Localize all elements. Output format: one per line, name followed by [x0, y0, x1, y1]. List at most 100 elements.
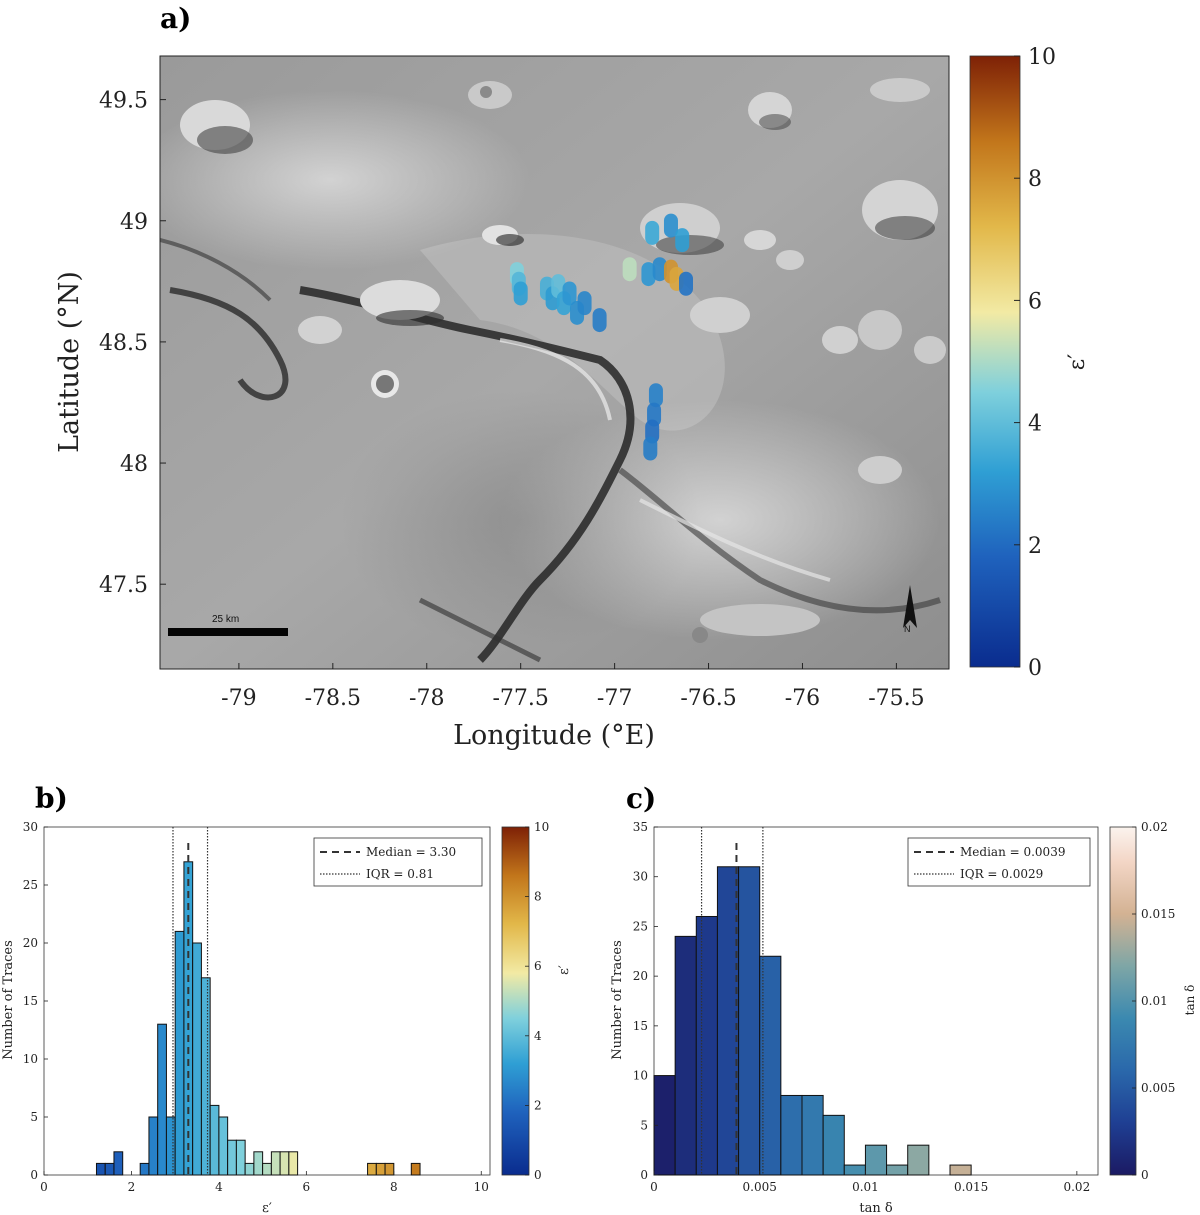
c-y-label: Number of Traces [610, 940, 625, 1060]
c-colorbar [1109, 826, 1137, 1176]
c-legend-median: Median = 0.0039 [960, 845, 1065, 859]
map-trace-point [562, 281, 577, 306]
map-y-ticks: 49.5 49 48.5 48 47.5 [99, 89, 166, 598]
y-tick-label: 30 [633, 870, 648, 884]
b-bars [95, 861, 421, 1176]
map-trace-point [648, 383, 663, 408]
colorbar-tick-label: 0.005 [1141, 1081, 1175, 1095]
histogram-bar [759, 955, 782, 1176]
x-tick-label: 10 [474, 1180, 489, 1194]
c-y-ticks: 35 30 25 20 15 10 5 0 [633, 820, 658, 1182]
colorbar-tick-label: 2 [534, 1098, 542, 1112]
histogram-bar [864, 1144, 888, 1176]
histogram-bar [384, 1162, 395, 1176]
histogram-bar [886, 1164, 909, 1176]
map-colorbar-ticks: 10 8 6 4 2 0 [1014, 45, 1056, 681]
histogram-bar [174, 930, 185, 1176]
y-tick-label: 20 [23, 936, 38, 950]
c-legend: Median = 0.0039 IQR = 0.0029 [907, 837, 1091, 887]
x-tick-label: 4 [215, 1180, 223, 1194]
map-x-tick-label: -75.5 [868, 686, 924, 711]
c-stat-lines [700, 827, 764, 1175]
histogram-bar [270, 1151, 281, 1176]
y-tick-label: 25 [633, 919, 648, 933]
y-tick-label: 0 [30, 1168, 38, 1182]
x-tick-label: 0.005 [743, 1180, 777, 1194]
y-tick-label: 25 [23, 878, 38, 892]
histogram-bar [738, 866, 761, 1176]
map-x-tick-label: -78.5 [305, 686, 361, 711]
c-x-ticks: 0 0.005 0.01 0.015 0.02 [650, 1171, 1090, 1194]
terrain-image [160, 56, 949, 669]
y-tick-label: 0 [640, 1168, 648, 1182]
map-trace-points [509, 213, 693, 461]
y-tick-label: 15 [23, 994, 38, 1008]
histogram-bar [157, 1023, 167, 1176]
map-trace-point [641, 262, 656, 287]
histogram-bar [279, 1151, 290, 1176]
y-tick-label: 30 [23, 820, 38, 834]
histogram-bar [253, 1151, 264, 1176]
c-legend-iqr: IQR = 0.0029 [960, 867, 1043, 881]
map-colorbar [969, 55, 1021, 668]
histogram-bar [139, 1162, 150, 1176]
histogram-bar [113, 1151, 124, 1176]
histogram-bar [375, 1162, 386, 1176]
c-bars [653, 866, 972, 1176]
x-tick-label: 0 [650, 1180, 658, 1194]
map-colorbar-label: ε′ [1065, 354, 1090, 370]
histogram-bar [822, 1114, 845, 1176]
map-trace-point [643, 436, 658, 461]
histogram-bar [410, 1162, 421, 1176]
b-x-ticks: 0 2 4 6 8 10 [40, 1171, 489, 1194]
y-tick-label: 10 [23, 1052, 38, 1066]
map-x-tick-label: -77.5 [492, 686, 548, 711]
map-y-tick-label: 48.5 [99, 331, 148, 356]
x-tick-label: 2 [128, 1180, 136, 1194]
b-legend-iqr: IQR = 0.81 [366, 867, 434, 881]
b-stat-lines [172, 827, 209, 1175]
histogram-bar [95, 1162, 106, 1176]
y-tick-label: 35 [633, 820, 648, 834]
histogram-bar [907, 1144, 930, 1176]
histogram-bar [367, 1162, 377, 1176]
map-trace-point [652, 257, 667, 282]
c-x-label: tan δ [859, 1201, 892, 1215]
map-colorbar-tick-label: 6 [1028, 289, 1042, 314]
colorbar-tick-label: 0.01 [1141, 994, 1168, 1008]
histogram-bar [674, 935, 697, 1176]
map-x-tick-label: -77 [597, 686, 632, 711]
histogram-bar [780, 1094, 803, 1176]
map-x-tick-label: -76.5 [680, 686, 736, 711]
map-x-label: Longitude (°E) [453, 720, 655, 751]
x-tick-label: 8 [390, 1180, 398, 1194]
map-trace-point [645, 220, 660, 245]
histogram-bar [801, 1094, 824, 1176]
histogram-bar [949, 1164, 972, 1176]
map-y-tick-label: 49 [120, 210, 148, 235]
x-tick-label: 0.02 [1063, 1180, 1090, 1194]
x-tick-label: 0 [40, 1180, 48, 1194]
histogram-bar [218, 1116, 229, 1176]
map-x-ticks: -79 -78.5 -78 -77.5 -77 -76.5 -76 -75.5 [221, 663, 925, 711]
b-y-ticks: 30 25 20 15 10 5 0 [23, 820, 48, 1182]
map-y-tick-label: 49.5 [99, 89, 148, 114]
histogram-bar [262, 1162, 272, 1176]
map-colorbar-tick-label: 4 [1028, 412, 1042, 437]
scale-bar-label: 25 km [212, 614, 239, 625]
panel-b-label: b) [35, 782, 68, 815]
b-colorbar-label: ε′ [557, 965, 572, 975]
y-tick-label: 10 [633, 1069, 648, 1083]
colorbar-tick-label: 6 [534, 959, 542, 973]
map-trace-point [592, 308, 607, 333]
panel-c-label: c) [626, 782, 656, 815]
c-colorbar-label: tan δ [1183, 985, 1197, 1016]
y-tick-label: 15 [633, 1019, 648, 1033]
map-trace-point [679, 271, 693, 296]
b-legend-median: Median = 3.30 [366, 845, 456, 859]
map-y-tick-label: 48 [120, 452, 148, 477]
histogram-bar [843, 1164, 866, 1176]
histogram-bar [695, 915, 718, 1176]
map-trace-point [675, 228, 690, 253]
